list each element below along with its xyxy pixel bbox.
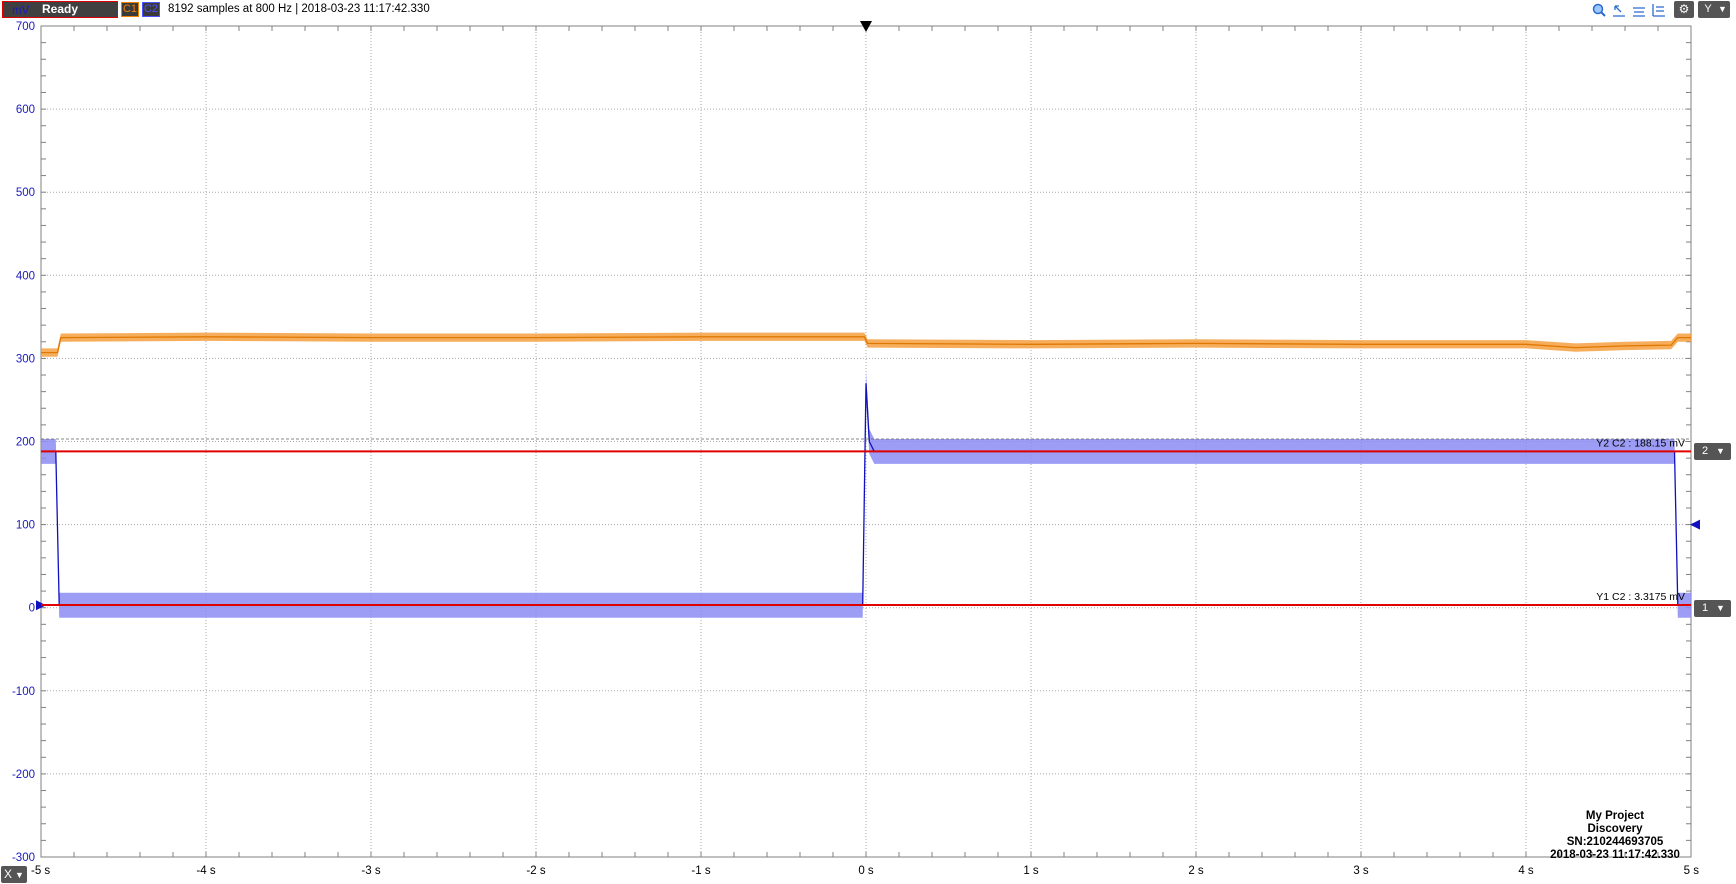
x-axis-label: X	[4, 867, 12, 881]
y-tick-label: 500	[16, 187, 35, 199]
x-tick-label: 0 s	[858, 865, 874, 877]
cursor-tag-label: 2	[1694, 443, 1716, 460]
x-tick-label: -5 s	[31, 865, 50, 877]
watermark-line: SN:210244693705	[1567, 836, 1664, 848]
x-axis-button[interactable]: X ▼	[1, 866, 27, 883]
y-tick-label: 0	[29, 603, 35, 615]
x-tick-label: -3 s	[361, 865, 380, 877]
x-tick-label: 1 s	[1023, 865, 1039, 877]
y-tick-label: 700	[16, 21, 35, 33]
chevron-down-icon: ▼	[1716, 603, 1725, 613]
y-tick-label: -100	[12, 686, 35, 698]
cursor-tag-label: 1	[1694, 600, 1716, 617]
watermark-line: 2018-03-23 11:17:42.330	[1550, 849, 1680, 861]
watermark-line: My Project	[1586, 810, 1644, 822]
y-tick-label: 100	[16, 520, 35, 532]
y-unit-label: mV	[12, 5, 30, 17]
x-tick-label: -2 s	[526, 865, 545, 877]
watermark-line: Discovery	[1588, 823, 1644, 835]
x-tick-label: -4 s	[196, 865, 215, 877]
y-tick-label: -200	[12, 769, 35, 781]
cursor-tag-2[interactable]: 2 ▼	[1694, 443, 1731, 460]
chevron-down-icon: ▼	[15, 870, 24, 880]
cursor-tag-1[interactable]: 1 ▼	[1694, 600, 1731, 617]
cursor-readout: Y1 C2 : 3.3175 mV	[1596, 591, 1685, 603]
x-tick-label: 5 s	[1684, 865, 1700, 877]
y-tick-label: 400	[16, 270, 35, 282]
x-tick-label: 3 s	[1353, 865, 1369, 877]
chevron-down-icon: ▼	[1716, 446, 1725, 456]
x-tick-label: 2 s	[1188, 865, 1204, 877]
y-tick-label: 600	[16, 104, 35, 116]
traces	[36, 333, 1700, 618]
watermark: My Project Discovery SN:210244693705 201…	[1550, 810, 1680, 861]
y-tick-label: 200	[16, 437, 35, 449]
x-tick-label: 4 s	[1518, 865, 1534, 877]
y-tick-label: 300	[16, 353, 35, 365]
y-tick-label: -300	[12, 852, 35, 864]
x-tick-label: -1 s	[691, 865, 710, 877]
